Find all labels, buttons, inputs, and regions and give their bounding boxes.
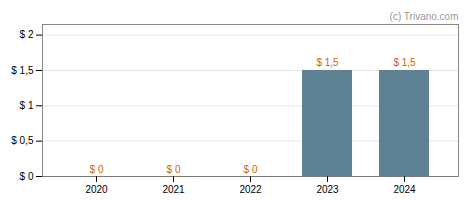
svg-text:2021: 2021 xyxy=(162,184,185,195)
svg-text:$ 0: $ 0 xyxy=(90,164,104,175)
svg-text:2022: 2022 xyxy=(239,184,262,195)
svg-text:(c) Trivano.com: (c) Trivano.com xyxy=(390,11,459,22)
svg-text:$ 1,5: $ 1,5 xyxy=(393,57,416,68)
svg-text:2024: 2024 xyxy=(393,184,416,195)
svg-text:$ 0: $ 0 xyxy=(244,164,258,175)
svg-text:$ 1,5: $ 1,5 xyxy=(316,57,339,68)
svg-text:$ 0: $ 0 xyxy=(20,171,34,182)
svg-text:2020: 2020 xyxy=(85,184,108,195)
svg-text:$ 1: $ 1 xyxy=(20,100,34,111)
svg-text:$ 2: $ 2 xyxy=(20,29,34,40)
svg-text:$ 0: $ 0 xyxy=(167,164,181,175)
svg-text:$ 1,5: $ 1,5 xyxy=(11,65,34,76)
svg-text:$ 0,5: $ 0,5 xyxy=(11,135,34,146)
svg-text:2023: 2023 xyxy=(316,184,339,195)
